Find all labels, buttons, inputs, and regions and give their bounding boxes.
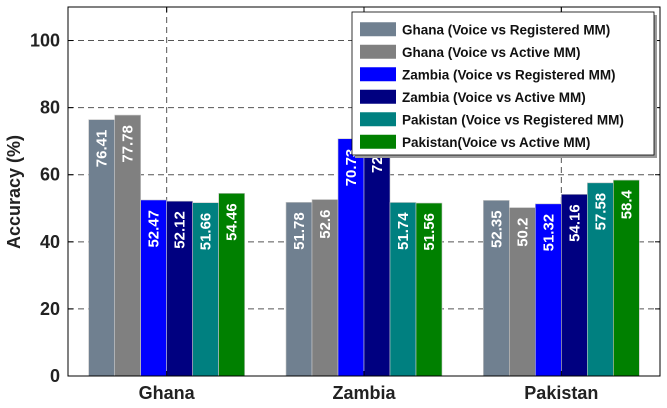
legend-entry: Zambia (Voice vs Active MM)	[402, 90, 586, 105]
bar	[311, 199, 339, 377]
y-tick-label: 40	[40, 232, 60, 252]
legend-swatch	[360, 89, 396, 104]
y-axis-ticks: 0 20 40 60 80 100	[30, 7, 660, 386]
legend-swatch	[360, 44, 396, 59]
bar-value-label: 58.4	[618, 189, 635, 219]
x-category-label: Ghana	[139, 383, 196, 403]
bar	[337, 138, 365, 377]
y-axis-label: Accuracy (%)	[4, 135, 24, 249]
bar	[218, 193, 245, 377]
y-tick-label: 0	[50, 366, 60, 386]
legend-entry: Pakistan(Voice vs Active MM)	[402, 135, 590, 150]
bar-value-label: 51.78	[291, 212, 308, 250]
legend-swatch	[360, 67, 396, 82]
bar	[613, 179, 640, 377]
data-labels: 76.41 77.78 52.47 52.12 51.66 54.46 51.78 52.6 7…	[94, 125, 636, 251]
legend-swatch	[360, 112, 396, 127]
x-category-label: Pakistan	[524, 383, 598, 403]
bar-value-label: 51.66	[198, 213, 215, 251]
y-tick-label: 100	[30, 31, 60, 51]
bar-value-label: 54.46	[224, 203, 241, 241]
y-tick-label: 20	[40, 299, 60, 319]
bar-value-label: 70.73	[343, 149, 360, 187]
bar-value-label: 52.12	[172, 211, 189, 249]
bar-value-label: 54.16	[566, 204, 583, 242]
bar-value-label: 76.41	[94, 130, 111, 168]
y-tick-label: 80	[40, 98, 60, 118]
bar	[363, 133, 391, 377]
bar-value-label: 52.47	[146, 210, 163, 248]
x-axis-categories: Ghana Zambia Pakistan	[139, 383, 599, 403]
bar-value-label: 57.58	[592, 193, 609, 231]
legend-entry: Zambia (Voice vs Registered MM)	[402, 67, 616, 82]
bar-value-label: 50.2	[514, 218, 531, 247]
y-tick-label: 60	[40, 165, 60, 185]
legend-entry: Ghana (Voice vs Registered MM)	[402, 22, 610, 37]
legend-swatch	[360, 22, 396, 37]
bar	[140, 199, 167, 377]
legend-box	[351, 11, 655, 156]
bar	[389, 202, 417, 377]
bar-value-label: 52.35	[488, 210, 505, 248]
bar	[166, 200, 193, 377]
legend-entry: Ghana (Voice vs Active MM)	[402, 45, 581, 60]
legend: Ghana (Voice vs Registered MM) Ghana (Voi…	[351, 11, 657, 158]
bars	[88, 114, 640, 377]
bar-value-label: 77.78	[120, 125, 137, 163]
bar	[587, 182, 614, 377]
x-category-label: Zambia	[332, 383, 396, 403]
bar-value-label: 51.56	[421, 213, 438, 251]
bar	[114, 114, 141, 377]
bar-value-label: 51.32	[540, 214, 557, 252]
legend-entry: Pakistan (Voice vs Registered MM)	[402, 112, 624, 127]
bar-value-label: 52.6	[317, 210, 334, 239]
bar-value-label: 51.74	[395, 212, 412, 250]
bar	[192, 202, 219, 377]
legend-swatch	[360, 134, 396, 149]
bar	[483, 200, 510, 377]
